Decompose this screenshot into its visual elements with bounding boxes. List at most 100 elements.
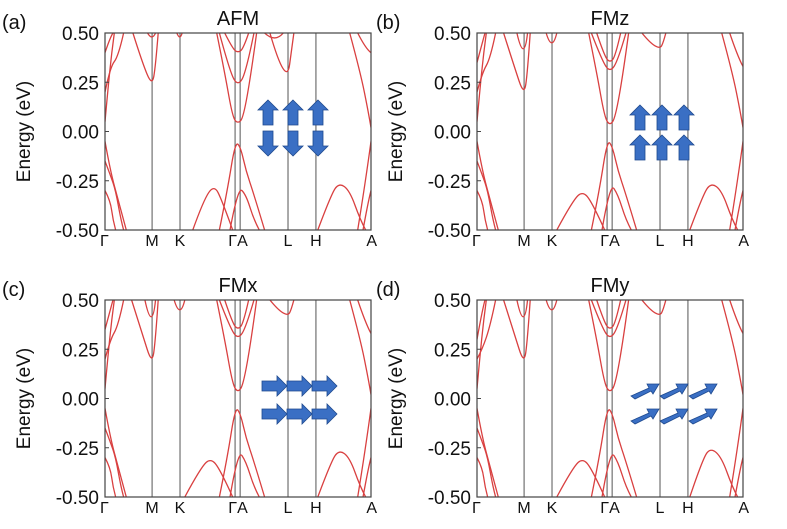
band-line — [317, 184, 367, 230]
band-line — [502, 33, 531, 91]
y-tick-label: 0.25 — [434, 73, 471, 94]
x-tick-label: L — [284, 500, 293, 517]
spin-up-arrow-icon — [651, 104, 673, 131]
band-line — [173, 300, 186, 311]
band-line — [545, 33, 558, 44]
band-line — [590, 33, 627, 71]
band-line — [224, 33, 250, 53]
x-tick-label: H — [310, 500, 322, 517]
band-line — [229, 189, 260, 230]
x-tick-label: H — [310, 233, 322, 250]
band-line — [105, 33, 125, 93]
band-line — [516, 33, 529, 50]
spin-inplane-arrow-icon — [630, 383, 660, 400]
band-line — [349, 300, 371, 395]
spin-up-arrow-icon — [307, 99, 329, 126]
plot-frame — [104, 32, 372, 231]
spin-arrows-inset — [629, 104, 695, 161]
spin-inplane-arrow-icon — [688, 383, 718, 400]
band-line — [105, 427, 125, 497]
band-line — [105, 160, 125, 230]
spin-arrows-inset — [630, 383, 718, 425]
band-line — [229, 454, 260, 497]
band-line — [590, 409, 638, 497]
band-line — [357, 408, 371, 497]
y-tick-label: -0.50 — [56, 221, 99, 242]
bands — [477, 33, 743, 230]
band-line — [729, 300, 743, 334]
band-line — [590, 300, 627, 338]
spin-up-arrow-icon — [282, 99, 304, 126]
spin-up-arrow-icon — [673, 104, 695, 131]
band-line — [224, 300, 250, 329]
band-line — [477, 408, 499, 497]
spin-up-arrow-icon — [673, 134, 695, 161]
x-tick-label: Γ — [472, 500, 481, 517]
panel-title: FMz — [591, 8, 630, 30]
spin-arrows-inset — [261, 375, 338, 425]
band-line — [545, 300, 558, 311]
x-tick-label: H — [682, 233, 694, 250]
y-axis-label: Energy (eV) — [386, 81, 407, 182]
band-line — [477, 457, 489, 497]
y-tick-label: 0.25 — [434, 340, 471, 361]
band-line — [641, 300, 667, 315]
x-tick-label: Γ — [100, 233, 109, 250]
x-tick-label: K — [175, 500, 186, 517]
y-tick-label: 0.50 — [434, 24, 471, 45]
band-line — [105, 300, 115, 389]
band-line — [734, 457, 743, 497]
band-line — [349, 33, 371, 128]
panel-label: (a) — [2, 12, 26, 34]
bands — [105, 300, 371, 497]
y-tick-label: 0.00 — [434, 390, 471, 411]
spin-right-arrow-icon — [261, 375, 288, 397]
spin-up-arrow-icon — [651, 134, 673, 161]
y-axis-label: Energy (eV) — [14, 348, 35, 449]
band-line — [477, 427, 497, 497]
y-tick-label: 0.00 — [62, 390, 99, 411]
spin-up-arrow-icon — [629, 134, 651, 161]
band-line — [477, 300, 486, 340]
band-line — [596, 33, 622, 62]
band-line — [218, 143, 266, 230]
band-line — [734, 190, 743, 230]
y-tick-label: -0.25 — [428, 439, 471, 460]
y-tick-label: 0.50 — [434, 291, 471, 312]
band-line — [590, 142, 638, 230]
x-tick-label: A — [738, 500, 749, 517]
band-line — [601, 187, 632, 230]
band-line — [596, 300, 622, 329]
x-tick-label: ΓA — [600, 500, 620, 517]
band-line — [144, 300, 157, 318]
x-tick-label: A — [366, 233, 377, 250]
y-tick-label: -0.25 — [428, 172, 471, 193]
band-line — [105, 33, 115, 122]
band-line — [477, 141, 499, 230]
band-line — [218, 409, 266, 497]
x-tick-label: ΓA — [228, 500, 248, 517]
x-tick-label: K — [175, 233, 186, 250]
band-line — [502, 300, 531, 359]
y-tick-label: 0.00 — [434, 123, 471, 144]
spin-right-arrow-icon — [311, 403, 338, 425]
band-line — [130, 300, 159, 359]
band-line — [216, 33, 258, 123]
spin-inplane-arrow-icon — [659, 383, 689, 400]
plot-frame — [476, 299, 744, 498]
y-tick-label: 0.50 — [62, 291, 99, 312]
spin-right-arrow-icon — [311, 375, 338, 397]
band-line — [105, 33, 114, 53]
band-line — [105, 300, 114, 330]
band-line — [477, 300, 487, 389]
x-tick-label: K — [547, 233, 558, 250]
x-tick-label: ΓA — [228, 233, 248, 250]
x-tick-label: H — [682, 500, 694, 517]
band-line — [146, 33, 157, 38]
band-line — [362, 457, 371, 497]
x-tick-label: M — [145, 500, 158, 517]
band-line — [588, 300, 630, 392]
band-line — [218, 300, 255, 338]
y-axis-label: Energy (eV) — [386, 348, 407, 449]
